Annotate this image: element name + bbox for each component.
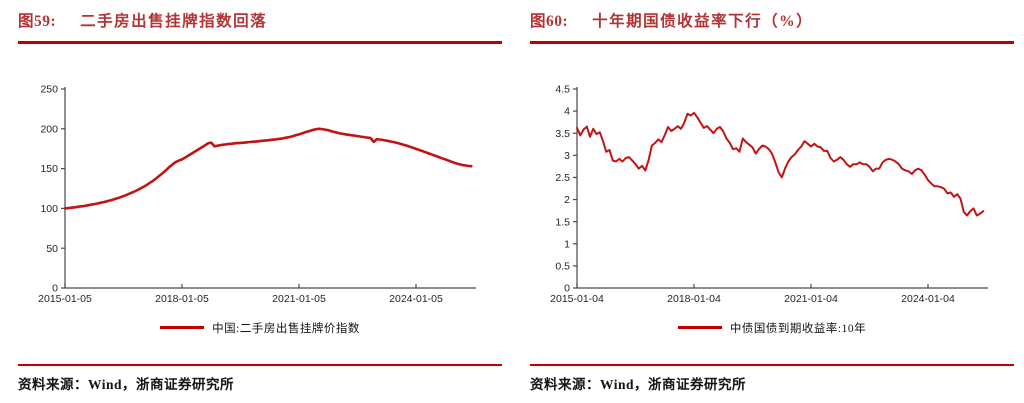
- source-note: 资料来源：Wind，浙商证券研究所: [530, 377, 747, 392]
- svg-text:4.5: 4.5: [555, 83, 570, 95]
- title-rule: [530, 41, 1014, 44]
- svg-text:200: 200: [40, 123, 58, 135]
- svg-text:3: 3: [564, 149, 570, 161]
- svg-text:2: 2: [564, 194, 570, 206]
- figure-header: 图59: 二手房出售挂牌指数回落: [18, 10, 502, 34]
- legend-line-swatch: [677, 326, 722, 329]
- svg-text:0: 0: [564, 282, 570, 294]
- legend-label: 中国:二手房出售挂牌价指数: [212, 322, 360, 335]
- figure-footer: 资料来源：Wind，浙商证券研究所: [18, 364, 502, 393]
- svg-text:250: 250: [40, 83, 58, 95]
- svg-text:2024-01-04: 2024-01-04: [901, 293, 955, 305]
- figure-number-label: 图60:: [530, 13, 569, 30]
- svg-text:0: 0: [52, 282, 58, 294]
- listing-index-line-chart: 0 50 100 150 200 250 2015-01-05 2018-01-05 2021-…: [38, 83, 476, 305]
- svg-text:2021-01-05: 2021-01-05: [272, 293, 326, 305]
- svg-text:2.5: 2.5: [555, 172, 570, 184]
- treasury-yield-line-chart: 0 0.5 1 1.5 2 2.5 3 3.5 4 4.5 2015-01-04 2018-01-04…: [550, 83, 988, 305]
- legend-line-swatch: [160, 326, 205, 329]
- figure-footer: 资料来源：Wind，浙商证券研究所: [530, 364, 1014, 393]
- svg-text:2015-01-04: 2015-01-04: [550, 293, 604, 305]
- legend-label: 中债国债到期收益率:10年: [729, 322, 867, 335]
- chart-legend: 中国:二手房出售挂牌价指数: [18, 320, 502, 336]
- svg-text:2018-01-05: 2018-01-05: [155, 293, 209, 305]
- svg-text:0.5: 0.5: [555, 260, 570, 272]
- svg-text:2015-01-05: 2015-01-05: [38, 293, 92, 305]
- figure-header: 图60: 十年期国债收益率下行（%）: [530, 10, 1014, 34]
- svg-text:2024-01-05: 2024-01-05: [389, 293, 443, 305]
- figure-60: 图60: 十年期国债收益率下行（%） 0 0.5 1 1.5 2 2.5 3 3.5 4 4.5 2…: [512, 0, 1024, 403]
- figure-title: 二手房出售挂牌指数回落: [80, 13, 268, 30]
- svg-text:2021-01-04: 2021-01-04: [784, 293, 838, 305]
- svg-text:2018-01-04: 2018-01-04: [667, 293, 721, 305]
- figure-number-label: 图59:: [18, 13, 57, 30]
- chart-legend: 中债国债到期收益率:10年: [530, 320, 1014, 336]
- source-note: 资料来源：Wind，浙商证券研究所: [18, 377, 235, 392]
- svg-text:4: 4: [564, 105, 570, 117]
- svg-text:150: 150: [40, 163, 58, 175]
- title-rule: [18, 41, 502, 44]
- svg-text:1.5: 1.5: [555, 216, 570, 228]
- footer-rule: [530, 364, 1014, 366]
- footer-rule: [18, 364, 502, 366]
- figure-title: 十年期国债收益率下行（%）: [592, 13, 814, 30]
- figure-59: 图59: 二手房出售挂牌指数回落 0 50 100 150 200 250 2015-01-…: [18, 10, 502, 393]
- svg-text:50: 50: [46, 242, 58, 254]
- svg-text:100: 100: [40, 203, 58, 215]
- svg-text:3.5: 3.5: [555, 127, 570, 139]
- svg-text:1: 1: [564, 238, 570, 250]
